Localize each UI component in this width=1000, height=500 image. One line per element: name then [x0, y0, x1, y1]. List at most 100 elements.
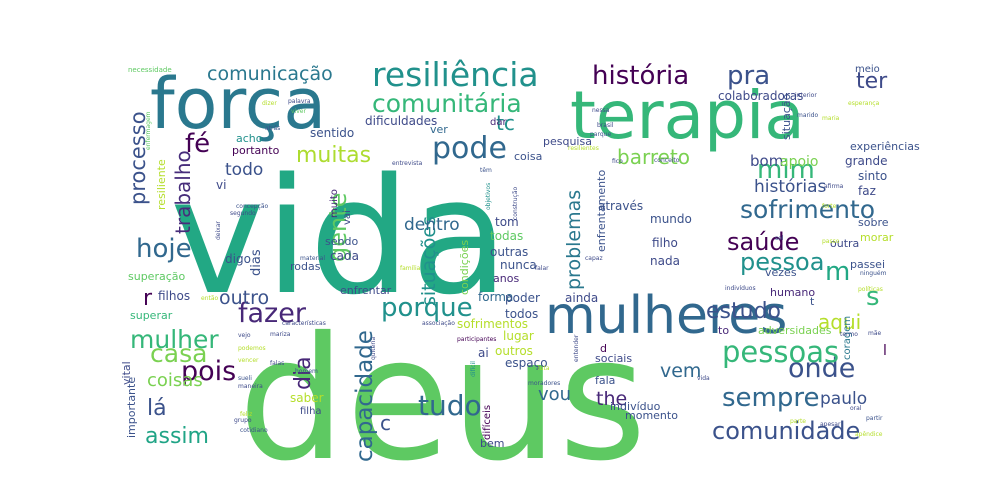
- small-word: enfrentamento: [595, 170, 608, 252]
- small-word: vida: [697, 375, 710, 382]
- small-word: coragem: [842, 316, 853, 360]
- small-word: esperança: [848, 100, 880, 107]
- small-word: entrevista: [392, 160, 423, 167]
- small-word: vital: [120, 361, 133, 385]
- word-aqui: aqui: [818, 310, 861, 334]
- word-hoje: hoje: [136, 234, 192, 264]
- small-word: capaz: [585, 255, 603, 262]
- small-word: ninguém: [860, 270, 887, 277]
- small-word: resilientes: [568, 145, 599, 152]
- word-vem: vem: [660, 360, 701, 382]
- small-word: passei: [850, 258, 885, 271]
- small-word: material: [300, 255, 325, 262]
- small-word: enfermagem: [145, 111, 152, 150]
- small-word: então: [201, 295, 219, 302]
- small-word: moradores: [528, 380, 560, 387]
- word-casa: casa: [150, 339, 207, 368]
- small-word: grupo: [234, 417, 252, 424]
- word-saude: saúde: [727, 228, 799, 256]
- small-word: humano: [770, 286, 815, 299]
- small-word: viver: [291, 108, 306, 115]
- small-word: vi: [216, 178, 226, 192]
- small-word: sentido: [310, 126, 354, 140]
- small-word: forma: [478, 290, 513, 304]
- word-deus: deus: [238, 301, 647, 499]
- small-word: podemos: [238, 345, 266, 352]
- small-word: ai: [478, 346, 489, 360]
- small-word: vai: [342, 210, 353, 225]
- small-word: bem: [480, 437, 504, 450]
- small-word: mundo: [650, 212, 692, 226]
- small-word: falar: [535, 265, 549, 272]
- small-word: parte: [790, 418, 806, 425]
- small-word: mariza: [270, 331, 291, 338]
- small-word: filho: [652, 236, 678, 250]
- small-word: através: [598, 199, 643, 213]
- small-word: outra: [830, 237, 859, 250]
- small-word: apesar: [820, 421, 841, 428]
- word-comunidade: comunidade: [712, 417, 860, 445]
- small-word: nessa: [592, 107, 610, 114]
- small-word: morar: [860, 231, 894, 244]
- small-word: fico: [612, 158, 623, 165]
- small-word: têm: [480, 167, 492, 174]
- word-fe: fé: [185, 129, 210, 159]
- word-capacidade: capacidade: [352, 330, 378, 462]
- small-word: poder: [505, 291, 540, 305]
- small-word: adversidades: [758, 324, 832, 337]
- small-word: interior: [795, 92, 817, 99]
- small-word: todos: [505, 307, 538, 321]
- small-word: meio: [855, 64, 880, 75]
- small-word: características: [282, 320, 326, 327]
- word-pode: pode: [432, 131, 507, 166]
- small-word: nada: [650, 254, 680, 268]
- small-word: ver: [430, 123, 448, 136]
- word-mulheres: mulheres: [545, 286, 787, 346]
- small-word: sueli: [238, 375, 252, 382]
- word-outro: outro: [219, 287, 269, 309]
- small-word: indivíduos: [725, 285, 756, 292]
- small-word: cada: [330, 249, 359, 263]
- small-word: passo: [822, 238, 840, 245]
- small-word: maneira: [238, 383, 263, 390]
- word-porque: porque: [381, 293, 473, 323]
- word-mim: mim: [757, 155, 815, 185]
- small-word: difíceis: [481, 405, 493, 440]
- small-word: marido: [797, 112, 818, 119]
- small-words-group: necessidade colaboradoras meio experiências…: [120, 64, 920, 450]
- small-word: concepção: [236, 203, 269, 210]
- word-m: m: [825, 257, 850, 287]
- small-word: filhos: [158, 289, 190, 303]
- small-word: parque: [590, 131, 611, 138]
- small-word: nunca: [500, 258, 537, 272]
- small-word: conceito: [654, 157, 680, 164]
- word-la: lá: [147, 396, 167, 421]
- small-word: superação: [128, 270, 186, 283]
- small-word: outros: [495, 344, 533, 358]
- small-word: dificuldades: [365, 114, 437, 128]
- word-fazer: fazer: [238, 298, 307, 329]
- small-word: acho: [236, 132, 263, 145]
- word-terapia: terapia: [570, 77, 805, 154]
- small-word: palavra: [288, 98, 311, 105]
- small-word: grande: [845, 154, 888, 168]
- small-word: pesquisa: [543, 135, 592, 148]
- small-word: sobre: [858, 216, 889, 229]
- word-paulo: paulo: [820, 389, 867, 409]
- word-resiliencia: resiliência: [372, 55, 539, 94]
- word-the: the: [596, 388, 627, 410]
- word-comunitaria: comunitária: [372, 89, 522, 118]
- small-word: família: [400, 265, 421, 272]
- small-word: todas: [490, 229, 523, 243]
- small-word: oral: [850, 405, 862, 412]
- word-vou: vou: [538, 384, 571, 405]
- word-trabalho: trabalho: [171, 150, 195, 234]
- small-word: sofrimentos: [457, 317, 528, 331]
- small-word: políticas: [858, 286, 883, 293]
- small-word: tom: [495, 215, 519, 229]
- small-word: luta: [538, 365, 550, 372]
- small-word: dizer: [262, 100, 277, 107]
- small-word: experiências: [850, 140, 920, 153]
- word-processo: processo: [126, 111, 150, 205]
